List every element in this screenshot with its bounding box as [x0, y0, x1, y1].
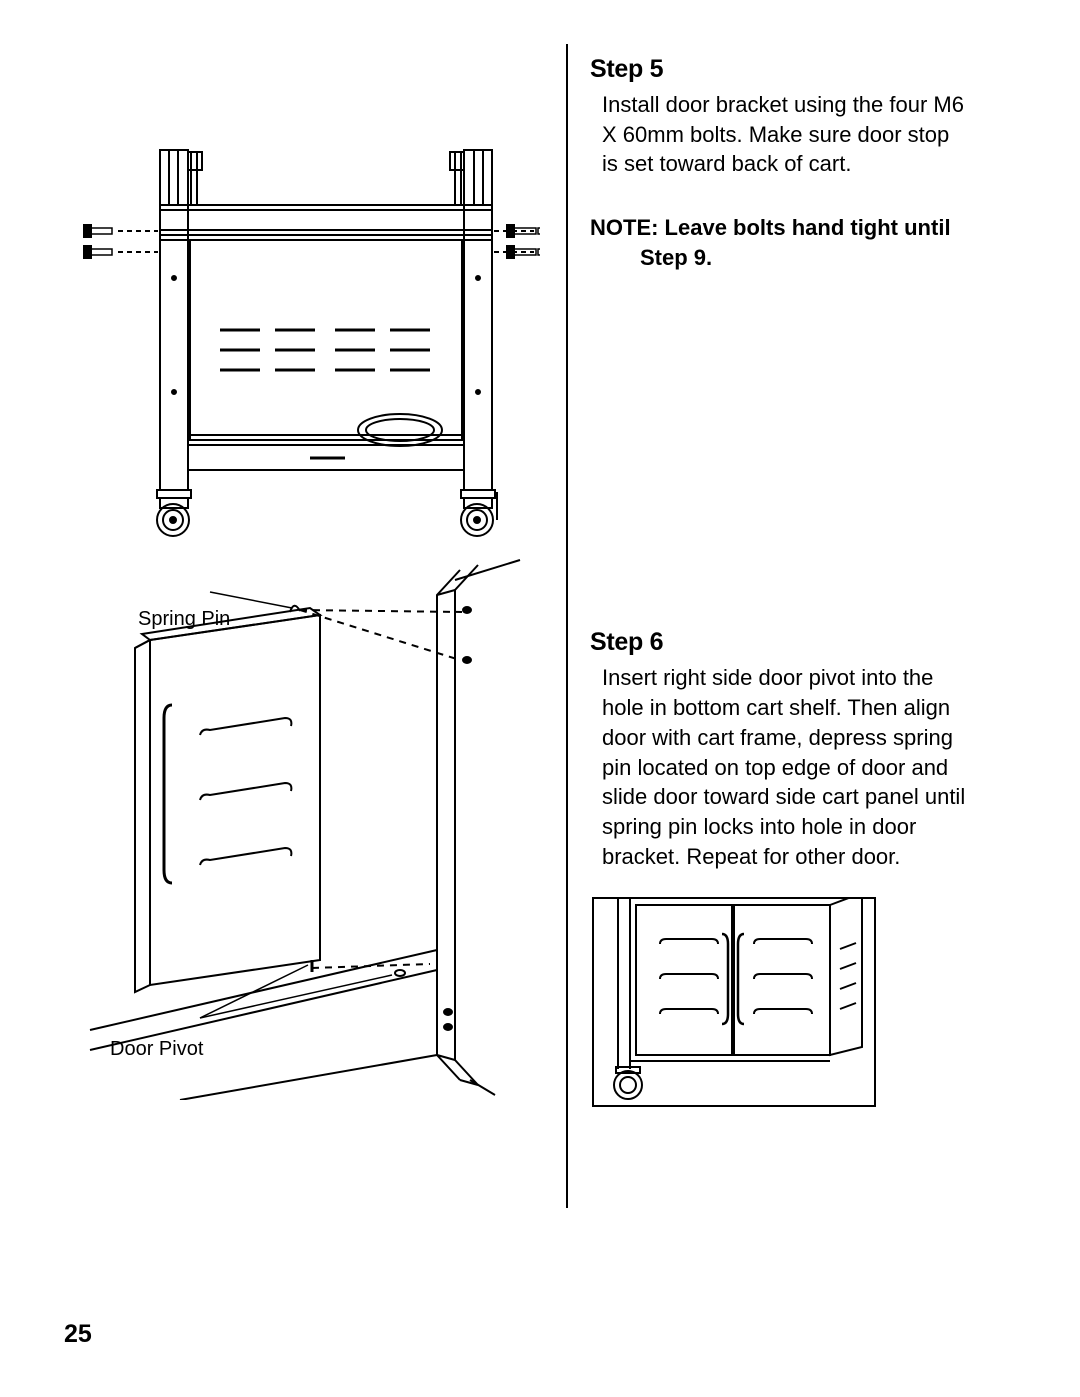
- step5-note-line2: Step 9.: [640, 243, 970, 273]
- step6-body: Insert right side door pivot into the ho…: [602, 663, 970, 871]
- cart-diagram: [60, 40, 540, 540]
- spring-pin-label: Spring Pin: [138, 608, 230, 631]
- column-divider: [566, 44, 568, 1208]
- left-column: Spring Pin: [60, 40, 540, 1100]
- step5-heading: Step 5: [590, 55, 970, 84]
- assembled-cart-thumbnail: [592, 897, 876, 1107]
- step5-body: Install door bracket using the four M6 X…: [602, 90, 970, 179]
- page: Spring Pin: [0, 0, 1080, 1397]
- step5-note-line1: NOTE: Leave bolts hand tight until: [590, 213, 970, 243]
- door-diagram: [60, 540, 540, 1100]
- door-pivot-label: Door Pivot: [110, 1038, 203, 1061]
- page-number: 25: [64, 1320, 92, 1349]
- step6-heading: Step 6: [590, 628, 970, 657]
- right-column: Step 5 Install door bracket using the fo…: [590, 55, 970, 1107]
